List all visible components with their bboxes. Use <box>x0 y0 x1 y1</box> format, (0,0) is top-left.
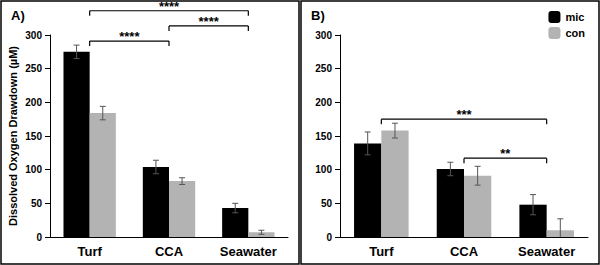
svg-text:300: 300 <box>315 30 332 41</box>
svg-text:Dissolved Oxygen Drawdown (µM): Dissolved Oxygen Drawdown (µM) <box>7 46 19 226</box>
svg-text:CCA: CCA <box>155 244 184 259</box>
svg-text:0: 0 <box>326 232 332 243</box>
svg-text:con: con <box>565 27 585 39</box>
svg-text:****: **** <box>199 14 220 29</box>
svg-text:**: ** <box>500 146 511 161</box>
svg-text:CCA: CCA <box>450 244 479 259</box>
svg-text:Seawater: Seawater <box>220 244 277 259</box>
svg-text:150: 150 <box>315 131 332 142</box>
svg-text:250: 250 <box>25 63 42 74</box>
svg-text:A): A) <box>11 8 25 23</box>
svg-text:100: 100 <box>315 164 332 175</box>
svg-text:50: 50 <box>321 198 333 209</box>
svg-text:Turf: Turf <box>369 244 394 259</box>
svg-text:****: **** <box>119 29 140 44</box>
svg-text:0: 0 <box>36 232 42 243</box>
svg-text:mic: mic <box>565 11 584 23</box>
svg-text:****: **** <box>159 0 180 14</box>
svg-text:200: 200 <box>25 97 42 108</box>
svg-text:***: *** <box>456 107 472 122</box>
svg-text:B): B) <box>311 8 325 23</box>
svg-text:200: 200 <box>315 97 332 108</box>
svg-text:50: 50 <box>31 198 43 209</box>
svg-text:100: 100 <box>25 164 42 175</box>
svg-text:250: 250 <box>315 63 332 74</box>
svg-text:150: 150 <box>25 131 42 142</box>
svg-text:300: 300 <box>25 30 42 41</box>
svg-text:Turf: Turf <box>78 244 103 259</box>
svg-text:Seawater: Seawater <box>518 244 575 259</box>
